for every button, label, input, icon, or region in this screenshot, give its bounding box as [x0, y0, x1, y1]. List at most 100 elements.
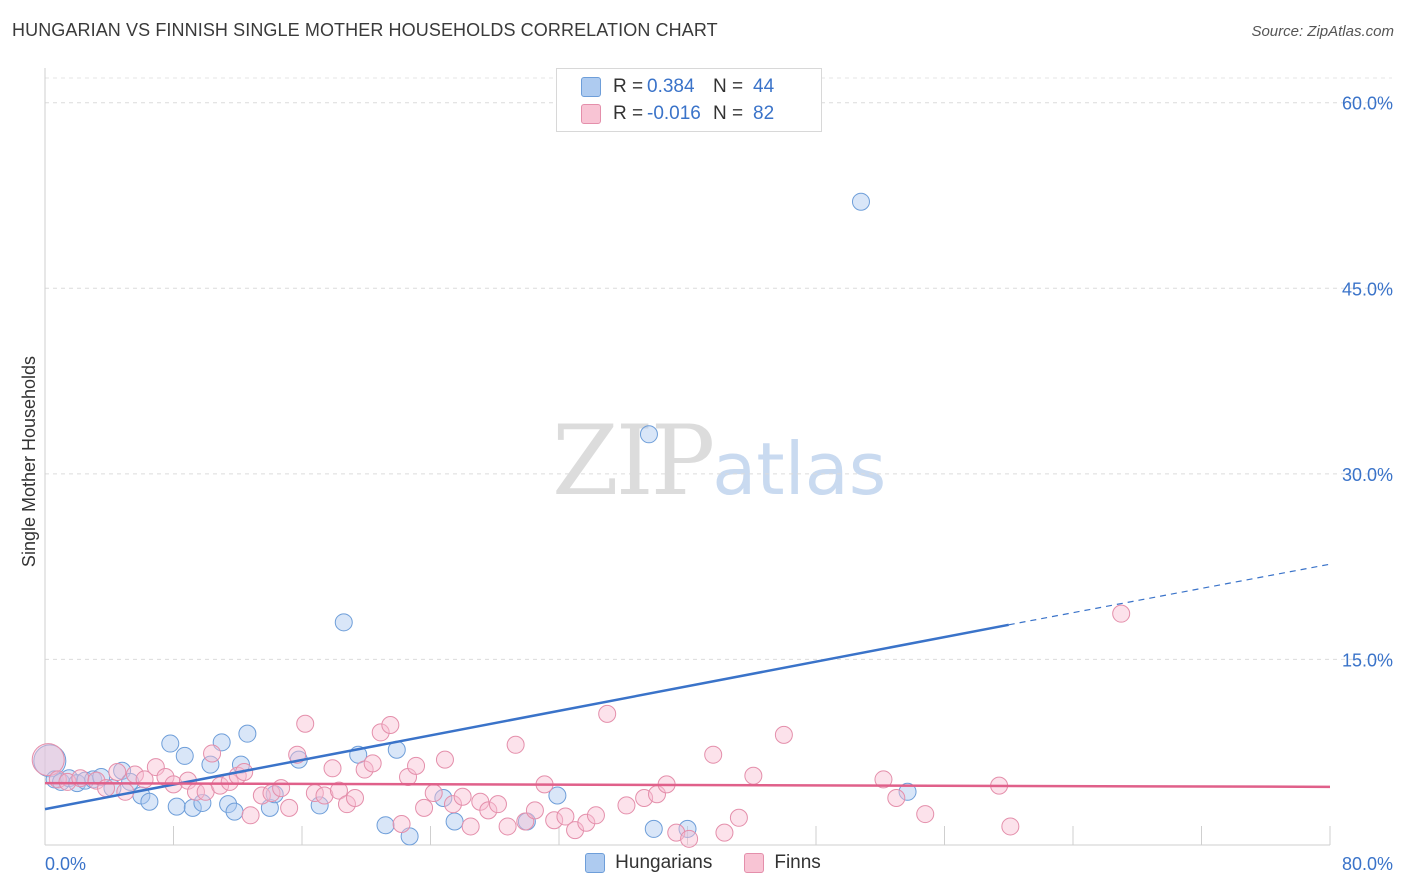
y-tick-label: 30.0%: [1342, 465, 1393, 485]
hungarian-point: [445, 812, 464, 831]
x-tick-label: 80.0%: [1342, 854, 1393, 874]
hungarian-point: [434, 788, 453, 807]
finn-point: [729, 808, 748, 827]
finn-point: [272, 779, 291, 798]
hungarian-trend-extension: [1008, 563, 1331, 626]
correlation-legend: R = 0.384 N = 44 R = -0.016 N = 82: [556, 68, 822, 132]
legend-swatch-finns: [581, 104, 601, 124]
finn-point: [498, 817, 517, 836]
finn-point: [346, 788, 365, 807]
y-tick-label: 45.0%: [1342, 279, 1393, 299]
hungarian-point: [238, 724, 257, 743]
finn-point: [461, 817, 480, 836]
legend-n-value: 82: [753, 103, 775, 124]
hungarian-point: [92, 767, 111, 786]
finn-point: [1001, 817, 1020, 836]
finn-point: [381, 716, 400, 735]
legend-swatch-hungarians: [581, 77, 601, 97]
finn-point: [203, 744, 222, 763]
finn-point: [435, 750, 454, 769]
finn-point: [296, 714, 315, 733]
y-axis-title: Single Mother Households: [19, 356, 39, 567]
legend-label-hungarians: Hungarians: [615, 852, 713, 873]
hungarian-point: [639, 425, 658, 444]
finn-point: [916, 805, 935, 824]
legend-n-label: N =: [713, 76, 744, 97]
legend-n-label: N =: [713, 103, 744, 124]
hungarian-point: [167, 797, 186, 816]
hungarian-point: [334, 613, 353, 632]
finn-point: [329, 781, 348, 800]
legend-label-finns: Finns: [774, 852, 821, 873]
legend-item-finns[interactable]: Finns: [744, 852, 821, 874]
finn-point: [586, 806, 605, 825]
hungarian-point: [225, 802, 244, 821]
hungarian-point: [161, 734, 180, 753]
hungarian-point: [898, 782, 917, 801]
hungarian-point: [201, 755, 220, 774]
hungarian-point: [219, 795, 238, 814]
finn-point: [545, 811, 564, 830]
finn-point: [488, 795, 507, 814]
finn-point: [506, 735, 525, 754]
finn-point: [704, 745, 723, 764]
finn-point: [680, 829, 699, 848]
finn-point: [108, 763, 127, 782]
finn-point: [363, 754, 382, 773]
finn-point: [31, 743, 65, 777]
hungarian-point: [175, 746, 194, 765]
finn-point: [415, 798, 434, 817]
finn-point: [556, 807, 575, 826]
finn-point: [407, 756, 426, 775]
finn-point: [887, 788, 906, 807]
finn-point: [525, 801, 544, 820]
finn-point: [479, 801, 498, 820]
legend-r-value: -0.016: [647, 103, 701, 124]
legend-row-hungarians: R = 0.384 N = 44: [581, 74, 774, 100]
hungarian-point: [851, 192, 870, 211]
hungarian-trend-line: [44, 623, 1009, 811]
finn-point: [211, 776, 230, 795]
finn-point: [774, 725, 793, 744]
finn-point: [323, 759, 342, 778]
legend-swatch-finns: [744, 853, 765, 873]
hungarian-point: [376, 816, 395, 835]
legend-r-label: R =: [613, 76, 644, 97]
finn-point: [1112, 604, 1131, 623]
finn-point: [598, 704, 617, 723]
chart-title: HUNGARIAN VS FINNISH SINGLE MOTHER HOUSE…: [12, 20, 718, 40]
series-legend: Hungarians Finns: [0, 852, 1406, 874]
hungarian-point: [548, 786, 567, 805]
finn-trend-line: [44, 781, 1331, 789]
hungarian-point: [644, 819, 663, 838]
legend-r-label: R =: [613, 103, 644, 124]
watermark-zip: ZIP: [552, 405, 715, 517]
finn-point: [566, 821, 585, 840]
finn-point: [443, 795, 462, 814]
y-tick-label: 15.0%: [1342, 650, 1393, 670]
hungarian-point: [140, 792, 159, 811]
finn-point: [617, 796, 636, 815]
x-tick-label: 0.0%: [45, 854, 86, 874]
finn-point: [371, 723, 390, 742]
finn-point: [87, 771, 106, 790]
finn-point: [280, 798, 299, 817]
finn-point: [146, 758, 165, 777]
source-label: Source: ZipAtlas.com: [1251, 23, 1394, 40]
watermark-atlas: atlas: [712, 427, 887, 511]
legend-row-finns: R = -0.016 N = 82: [581, 101, 774, 127]
legend-item-hungarians[interactable]: Hungarians: [585, 852, 712, 874]
finn-point: [453, 787, 472, 806]
legend-r-value: 0.384: [647, 76, 695, 97]
finn-point: [241, 806, 260, 825]
finn-point: [715, 823, 734, 842]
legend-swatch-hungarians: [585, 853, 606, 873]
finn-point: [315, 786, 334, 805]
y-tick-label: 60.0%: [1342, 94, 1393, 114]
finn-point: [392, 814, 411, 833]
finn-point: [874, 770, 893, 789]
finn-point: [424, 784, 443, 803]
finn-point: [577, 813, 596, 832]
legend-n-value: 44: [753, 76, 775, 97]
